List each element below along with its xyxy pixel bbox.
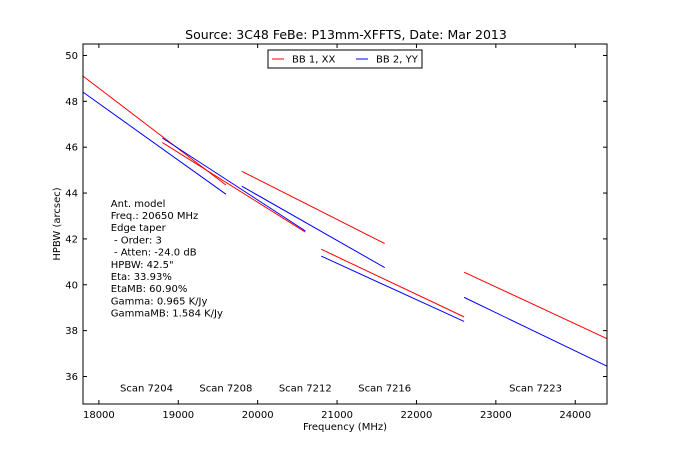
series-2-segment-4 [320, 255, 465, 322]
annotation-line: HPBW: 42.5" [111, 260, 174, 271]
annotation-line: - Atten: -24.0 dB [111, 248, 197, 259]
annotation-line: Ant. model [111, 199, 166, 210]
series-1-segment-3 [241, 170, 385, 244]
annotation-line: - Order: 3 [111, 235, 162, 246]
x-tick-label: 21000 [321, 410, 353, 421]
series-2-segment-5 [463, 296, 608, 367]
legend: BB 1, XX BB 2, YY [267, 49, 423, 69]
scan-label: Scan 7216 [358, 383, 411, 394]
annotation-line: Freq.: 20650 MHz [111, 211, 199, 222]
x-ticks: 18000 19000 20000 21000 22000 23000 24000 [83, 44, 591, 421]
chart-title: Source: 3C48 FeBe: P13mm-XFFTS, Date: Ma… [185, 27, 507, 42]
annotation-line: Edge taper [111, 223, 167, 234]
series-2-segment-1 [82, 91, 227, 195]
scan-labels: Scan 7204 Scan 7208 Scan 7212 Scan 7216 Scan… [120, 383, 562, 394]
y-tick-label: 36 [65, 372, 78, 383]
annotation-line: GammaMB: 1.584 K/Jy [111, 309, 223, 320]
x-tick-label: 19000 [162, 410, 194, 421]
y-ticks: 36 38 40 42 44 46 48 50 [65, 51, 607, 383]
x-tick-label: 18000 [83, 410, 115, 421]
series-1-segment-5 [463, 271, 608, 340]
y-tick-label: 46 [65, 143, 78, 154]
x-tick-label: 23000 [480, 410, 512, 421]
x-tick-label: 22000 [401, 410, 433, 421]
plot-lines [82, 75, 608, 367]
annotation-line: Eta: 33.93% [111, 272, 172, 283]
series-1-segment-4 [320, 248, 465, 318]
legend-label-2: BB 2, YY [376, 55, 419, 66]
scan-label: Scan 7223 [509, 383, 562, 394]
scan-label: Scan 7204 [120, 383, 173, 394]
annotation-line: Gamma: 0.965 K/Jy [111, 296, 208, 307]
legend-label-1: BB 1, XX [292, 55, 335, 66]
legend-box [267, 49, 423, 69]
series-2-segment-3 [241, 185, 385, 269]
y-tick-label: 38 [65, 326, 78, 337]
y-tick-label: 48 [65, 97, 78, 108]
axes-frame [82, 43, 608, 405]
series-2-segment-2 [162, 137, 306, 232]
annotation-line: EtaMB: 60.90% [111, 284, 188, 295]
x-axis-label: Frequency (MHz) [303, 422, 387, 433]
scan-label: Scan 7212 [279, 383, 332, 394]
y-tick-label: 50 [65, 51, 78, 62]
y-tick-label: 44 [65, 189, 78, 200]
x-tick-label: 20000 [242, 410, 274, 421]
y-tick-label: 42 [65, 234, 78, 245]
y-tick-label: 40 [65, 280, 78, 291]
scan-label: Scan 7208 [199, 383, 252, 394]
y-axis-label: HPBW (arcsec) [52, 187, 63, 260]
x-tick-label: 24000 [559, 410, 591, 421]
series-1-segment-2 [162, 142, 306, 233]
